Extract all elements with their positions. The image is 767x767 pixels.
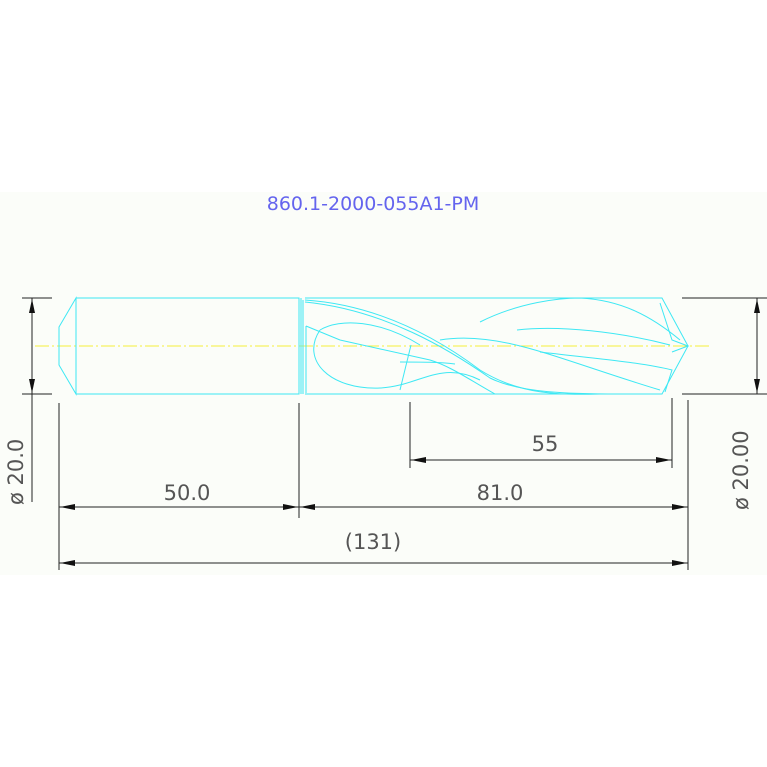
overall-length-label: (131) bbox=[345, 530, 401, 554]
shank-length-label: 50.0 bbox=[164, 481, 211, 505]
shank bbox=[58, 296, 307, 396]
shank-diameter-label: ø 20.0 bbox=[4, 439, 28, 505]
shank-diameter-dimension: ø 20.0 bbox=[4, 297, 52, 505]
overall-length-dimension: (131) bbox=[59, 530, 688, 566]
body-diameter-dimension: ø 20.00 bbox=[682, 297, 767, 510]
flute-length-dimension: 55 bbox=[409, 398, 673, 468]
body-diameter-label: ø 20.00 bbox=[729, 430, 753, 510]
flute-length-label: 55 bbox=[532, 432, 559, 456]
length-dimensions: 50.0 81.0 bbox=[58, 400, 689, 570]
fluted-body bbox=[304, 297, 690, 395]
part-number-title: 860.1-2000-055A1-PM bbox=[267, 193, 480, 215]
body-length-label: 81.0 bbox=[477, 481, 524, 505]
